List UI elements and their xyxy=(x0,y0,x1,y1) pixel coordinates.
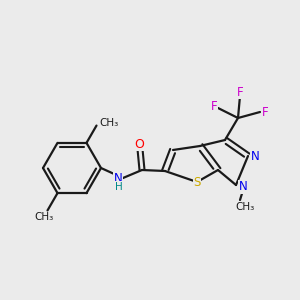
Text: N: N xyxy=(114,172,122,184)
Text: N: N xyxy=(238,181,247,194)
Text: N: N xyxy=(250,151,260,164)
Text: O: O xyxy=(134,137,144,151)
Text: CH₃: CH₃ xyxy=(100,118,119,128)
Text: S: S xyxy=(193,176,201,190)
Text: F: F xyxy=(211,100,217,113)
Text: F: F xyxy=(237,85,243,98)
Text: H: H xyxy=(115,182,123,192)
Text: CH₃: CH₃ xyxy=(236,202,255,212)
Text: CH₃: CH₃ xyxy=(35,212,54,222)
Text: F: F xyxy=(262,106,268,118)
